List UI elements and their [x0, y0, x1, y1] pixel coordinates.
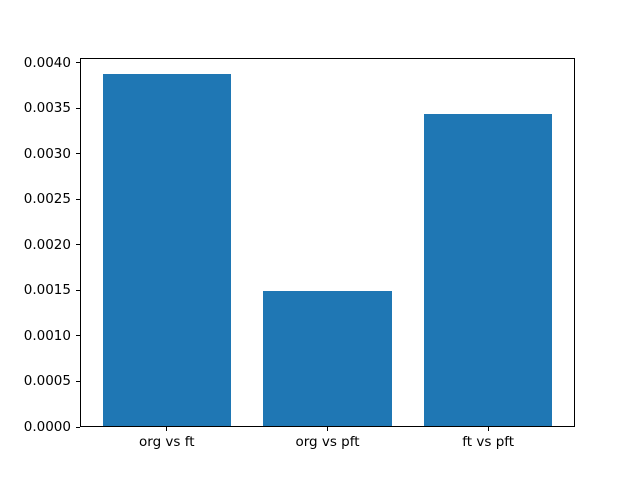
bar-org-vs-ft [102, 74, 232, 426]
bar-org-vs-pft [263, 290, 392, 426]
x-tick-mark [487, 427, 489, 431]
y-tick-mark [76, 289, 80, 291]
y-tick-label: 0.0015 [23, 282, 71, 299]
bar-ft-vs-pft [423, 114, 553, 426]
y-tick-label: 0.0030 [23, 145, 71, 162]
y-tick-mark [76, 198, 80, 200]
x-tick-label-org-vs-ft: org vs ft [139, 434, 195, 450]
y-tick-mark [76, 244, 80, 246]
y-tick-label: 0.0040 [23, 54, 71, 71]
y-tick-mark [76, 426, 80, 428]
y-tick-mark [76, 335, 80, 337]
y-tick-label: 0.0020 [23, 236, 71, 253]
x-tick-mark [327, 427, 328, 431]
y-tick-label: 0.0025 [23, 191, 71, 208]
x-tick-mark [166, 427, 168, 431]
y-tick-mark [76, 380, 80, 382]
y-tick-mark [76, 62, 80, 64]
x-tick-label-ft-vs-pft: ft vs pft [462, 434, 515, 450]
y-tick-label: 0.0005 [23, 373, 71, 390]
y-tick-mark [76, 107, 80, 109]
y-tick-label: 0.0000 [23, 419, 71, 435]
plot-area [80, 58, 575, 427]
y-tick-label: 0.0010 [23, 327, 71, 344]
x-tick-label-org-vs-pft: org vs pft [295, 434, 360, 450]
y-tick-mark [76, 153, 80, 155]
y-tick-label: 0.0035 [23, 100, 71, 117]
